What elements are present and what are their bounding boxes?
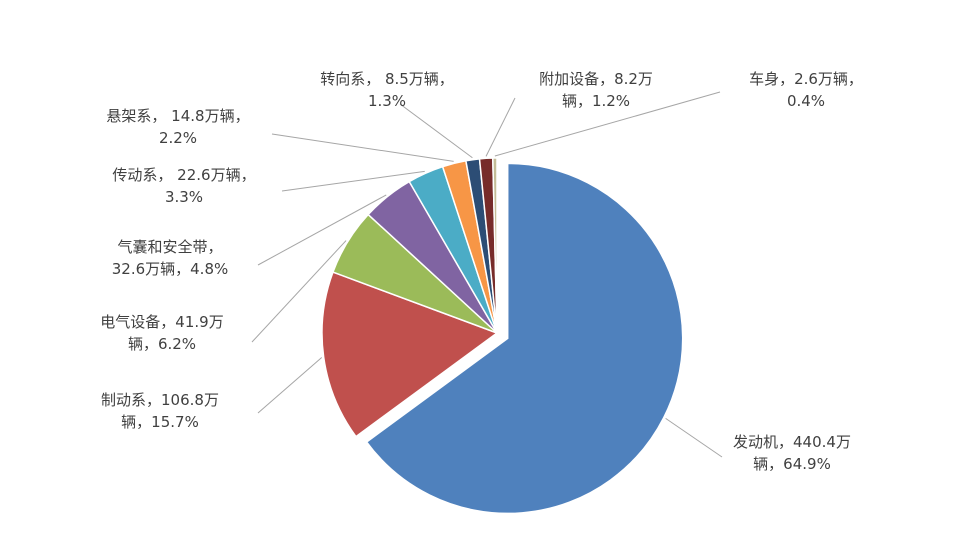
data-label-line: 附加设备，8.2万	[539, 70, 653, 88]
data-label-4: 气囊和安全带， 32.6万辆，4.8%	[112, 238, 229, 278]
leader-line-4	[257, 194, 387, 266]
leader-line-8	[485, 97, 516, 157]
data-label-line: 气囊和安全带，	[117, 238, 222, 256]
pie-slice-2	[321, 271, 499, 438]
leader-line-3	[251, 240, 347, 343]
data-label-line: 辆，1.2%	[562, 92, 630, 110]
pie-slice-9	[492, 157, 498, 334]
data-label-7: 转向系， 8.5万辆， 1.3%	[320, 70, 454, 110]
leader-line-7	[399, 103, 473, 159]
data-label-line: 悬架系， 14.8万辆，	[106, 107, 249, 125]
data-label-line: 制动系，106.8万	[101, 391, 219, 409]
leader-line-6	[271, 133, 454, 162]
data-label-5: 传动系， 22.6万辆， 3.3%	[112, 166, 255, 206]
data-label-1: 发动机，440.4万辆，64.9%	[733, 433, 851, 473]
leader-line-1	[665, 417, 723, 458]
data-labels: 发动机，440.4万辆，64.9% 制动系，106.8万辆，15.7% 电气设备，4…	[100, 70, 863, 473]
data-label-line: 辆，6.2%	[128, 335, 196, 353]
data-label-line: 电气设备，41.9万	[100, 313, 223, 331]
data-label-line: 转向系， 8.5万辆，	[320, 70, 454, 88]
data-label-line: 32.6万辆，4.8%	[112, 260, 229, 278]
data-label-8: 附加设备，8.2万辆，1.2%	[539, 70, 653, 110]
data-label-3: 电气设备，41.9万辆，6.2%	[100, 313, 223, 353]
data-label-line: 车身，2.6万辆，	[749, 70, 863, 88]
data-label-line: 2.2%	[159, 129, 197, 147]
data-label-line: 辆，15.7%	[121, 413, 199, 431]
pie-slice-1	[365, 162, 684, 515]
leader-line-5	[281, 170, 425, 192]
data-label-line: 发动机，440.4万	[733, 433, 851, 451]
data-label-2: 制动系，106.8万辆，15.7%	[101, 391, 219, 431]
pie-slices	[321, 157, 684, 515]
leader-lines	[251, 91, 723, 458]
data-label-line: 1.3%	[368, 92, 406, 110]
data-label-line: 传动系， 22.6万辆，	[112, 166, 255, 184]
data-label-line: 辆，64.9%	[753, 455, 831, 473]
leader-line-2	[257, 357, 323, 414]
data-label-9: 车身，2.6万辆， 0.4%	[749, 70, 863, 110]
data-label-6: 悬架系， 14.8万辆， 2.2%	[106, 107, 249, 147]
data-label-line: 3.3%	[165, 188, 203, 206]
leader-line-9	[494, 91, 721, 157]
data-label-line: 0.4%	[787, 92, 825, 110]
